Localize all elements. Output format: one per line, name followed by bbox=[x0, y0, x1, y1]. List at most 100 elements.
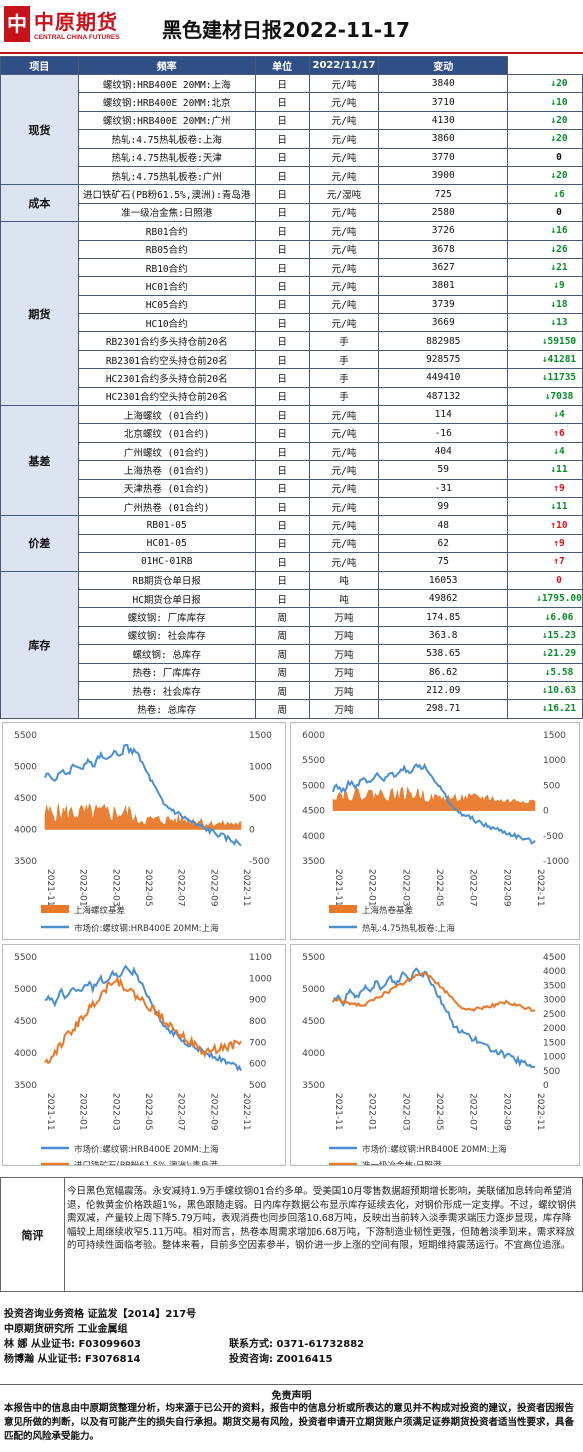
chart-svg: 3500 4000 4500 5000 5500 -500 0 500 1000 1500 2021… bbox=[14, 731, 272, 934]
data-table: 项目 频率 单位 2022/11/17 变动 现货 螺纹钢:HRB400E 20MM:上海… bbox=[0, 56, 583, 719]
y-right-tick: 0 bbox=[543, 807, 549, 817]
change-cell: ↑6 bbox=[506, 423, 583, 443]
logo-mark-icon: 中 bbox=[4, 6, 30, 42]
chart-svg: 3500 4000 4500 5000 5500 500 600 700 800 900 1000 1… bbox=[14, 953, 272, 1165]
y-right-tick: -1000 bbox=[543, 857, 569, 867]
unit-cell: 元/吨 bbox=[308, 496, 380, 517]
change-cell: ↓20 bbox=[506, 73, 583, 94]
column-header: 2022/11/17 bbox=[308, 56, 380, 75]
unit-cell: 元/吨 bbox=[308, 552, 380, 572]
table-row: 热卷: 厂库库存周万吨 86.62 ↓5.58 bbox=[1, 662, 583, 682]
freq-cell: 日 bbox=[254, 92, 310, 112]
unit-cell: 元/吨 bbox=[308, 129, 380, 149]
freq-cell: 日 bbox=[254, 129, 310, 149]
change-cell: ↓6.06 bbox=[506, 607, 583, 627]
y-right-tick: 0 bbox=[249, 826, 255, 836]
unit-cell: 元/吨 bbox=[308, 294, 380, 315]
change-cell: ↑9 bbox=[506, 478, 583, 498]
unit-cell: 吨 bbox=[308, 588, 380, 609]
freq-cell: 日 bbox=[254, 73, 310, 94]
logo-text: 中原期货 bbox=[34, 10, 118, 34]
freq-cell: 日 bbox=[254, 515, 310, 535]
y-right-tick: -500 bbox=[543, 832, 564, 842]
table-row: 热轧:4.75热轧板卷:天津日元/吨 3770 0 bbox=[1, 147, 583, 167]
item-cell: RB01-05 bbox=[77, 515, 256, 535]
freq-cell: 日 bbox=[254, 533, 310, 554]
y-right-tick: 4500 bbox=[543, 953, 566, 963]
advisory-cert: 投资咨询: Z0016415 bbox=[229, 1354, 333, 1365]
unit-cell: 元/吨 bbox=[308, 405, 380, 425]
y-left-tick: 5500 bbox=[302, 756, 325, 766]
item-cell: 热卷: 社会库存 bbox=[77, 680, 256, 701]
series-line bbox=[332, 971, 536, 1013]
y-right-tick: 1000 bbox=[249, 974, 272, 984]
freq-cell: 周 bbox=[254, 625, 310, 646]
y-left-tick: 3500 bbox=[14, 1081, 37, 1091]
x-tick: 2022-07 bbox=[176, 1093, 186, 1131]
series-line bbox=[44, 975, 242, 1065]
unit-cell: 手 bbox=[308, 386, 380, 407]
y-right-tick: 1000 bbox=[543, 756, 566, 766]
freq-cell: 日 bbox=[254, 257, 310, 278]
y-right-tick: 2500 bbox=[543, 1010, 566, 1020]
freq-cell: 日 bbox=[254, 478, 310, 498]
y-left-tick: 3500 bbox=[302, 857, 325, 867]
x-tick: 2022-01 bbox=[367, 869, 377, 907]
item-cell: 螺纹钢: 总库存 bbox=[77, 644, 256, 664]
item-cell: 广州热卷 (01合约) bbox=[77, 496, 256, 517]
table-row: RB10合约日元/吨 3627 ↓21 bbox=[1, 257, 583, 278]
x-tick: 2022-03 bbox=[400, 869, 410, 907]
item-cell: HC2301合约多头持仓前20名 bbox=[77, 368, 256, 388]
change-cell: ↓11 bbox=[506, 496, 583, 517]
category-cell: 基差 bbox=[0, 405, 79, 517]
item-cell: 热轧:4.75热轧板卷:广州 bbox=[77, 165, 256, 186]
table-row: 成本 进口铁矿石(PB粉61.5%,澳洲):青岛港日元/湿吨 725 ↓6 bbox=[0, 184, 583, 223]
x-tick: 2021-11 bbox=[333, 869, 343, 907]
table-row: 热轧:4.75热轧板卷:广州日元/吨 3900 ↓20 bbox=[1, 165, 583, 186]
y-right-tick: 0 bbox=[543, 1081, 549, 1091]
y-left-tick: 5500 bbox=[14, 953, 37, 963]
y-right-tick: 3500 bbox=[543, 981, 566, 991]
y-right-tick: 500 bbox=[249, 1081, 266, 1091]
item-cell: 螺纹钢: 社会库存 bbox=[77, 625, 256, 646]
legend-label: 热轧:4.75热轧板卷:上海 bbox=[362, 923, 455, 934]
change-cell: ↓6 bbox=[506, 184, 583, 204]
column-header: 项目 bbox=[0, 56, 79, 75]
table-row: RB05合约日元/吨 3678 ↓26 bbox=[1, 239, 583, 259]
value-cell: 487132 bbox=[378, 386, 508, 407]
item-cell: HC01-05 bbox=[77, 533, 256, 554]
x-tick: 2022-07 bbox=[468, 1093, 478, 1131]
freq-cell: 日 bbox=[254, 386, 310, 407]
item-cell: HC2301合约空头持仓前20名 bbox=[77, 386, 256, 407]
value-cell: 212.09 bbox=[378, 680, 508, 701]
unit-cell: 万吨 bbox=[308, 644, 380, 664]
x-tick: 2022-05 bbox=[143, 1093, 153, 1131]
column-header: 频率 bbox=[77, 56, 256, 75]
table-row: 期货 RB01合约日元/吨 3726 ↓16 bbox=[0, 221, 583, 407]
table-row: HC2301合约多头持仓前20名日手 449410 ↓11735 bbox=[1, 368, 583, 388]
change-cell: ↓21 bbox=[506, 257, 583, 278]
table-row: HC2301合约空头持仓前20名日手 487132 ↓7038 bbox=[1, 386, 583, 407]
change-cell: ↓10 bbox=[506, 92, 583, 112]
freq-cell: 日 bbox=[254, 405, 310, 425]
value-cell: 3710 bbox=[378, 92, 508, 112]
item-cell: RB2301合约空头持仓前20名 bbox=[77, 349, 256, 370]
y-right-tick: 4000 bbox=[543, 967, 566, 977]
table-row: HC05合约日元/吨 3739 ↓18 bbox=[1, 294, 583, 315]
value-cell: 725 bbox=[378, 184, 508, 204]
change-cell: ↑7 bbox=[506, 552, 583, 572]
item-cell: 广州螺纹 (01合约) bbox=[77, 441, 256, 462]
y-right-tick: 1500 bbox=[249, 731, 272, 741]
value-cell: 3669 bbox=[378, 313, 508, 333]
unit-cell: 元/吨 bbox=[308, 239, 380, 259]
x-tick: 2022-01 bbox=[78, 869, 88, 907]
freq-cell: 日 bbox=[254, 331, 310, 351]
y-left-tick: 5500 bbox=[14, 731, 37, 741]
change-cell: ↓10.63 bbox=[506, 680, 583, 701]
legend-label: 市场价:螺纹钢:HRB400E 20MM:上海 bbox=[74, 923, 219, 934]
item-cell: HC01合约 bbox=[77, 276, 256, 296]
freq-cell: 日 bbox=[254, 496, 310, 517]
change-cell: ↓18 bbox=[506, 294, 583, 315]
item-cell: 01HC-01RB bbox=[77, 552, 256, 572]
change-cell: ↓20 bbox=[506, 110, 583, 131]
